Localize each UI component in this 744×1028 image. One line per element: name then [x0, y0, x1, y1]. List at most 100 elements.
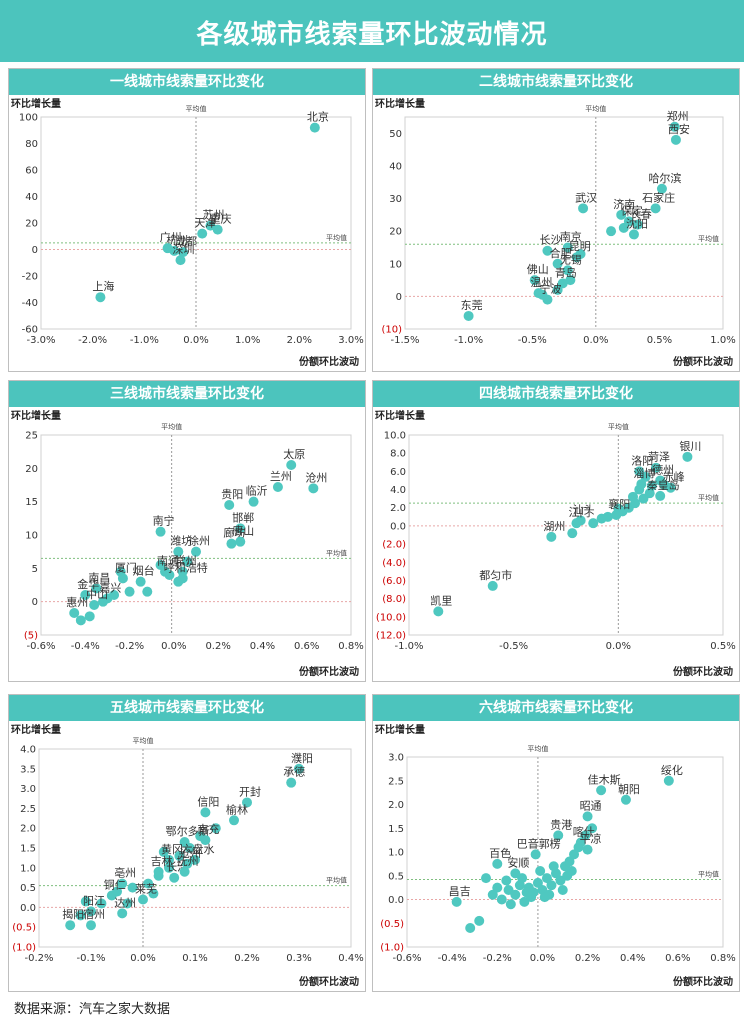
y-tick-label: 0	[32, 245, 38, 256]
avg-label-horizontal: 平均值	[326, 876, 347, 885]
plot-area	[406, 756, 724, 948]
x-axis-title: 份额环比波动	[673, 975, 733, 988]
data-point	[210, 823, 221, 834]
x-tick-label: -0.6%	[26, 641, 55, 652]
data-label: 湖州	[543, 520, 565, 533]
data-point	[588, 518, 599, 529]
x-tick-label: -0.2%	[115, 641, 144, 652]
data-point	[175, 255, 186, 266]
avg-label-horizontal: 平均值	[698, 870, 719, 879]
data-label: 绥化	[661, 763, 683, 777]
x-tick-label: 0.1%	[182, 953, 207, 964]
data-point	[242, 797, 252, 808]
x-tick-label: -0.2%	[24, 953, 53, 964]
y-tick-label: (10)	[381, 325, 402, 336]
data-label: 长沙	[539, 234, 561, 247]
y-tick-label: 1.0	[388, 848, 404, 859]
y-tick-label: 30	[389, 194, 402, 205]
data-point	[521, 887, 532, 898]
chart-tier1: -60 -40 -20 0 20 40 60 80 100 -3.0% -2.0% -1.0% 0.0%…	[11, 97, 364, 368]
data-point	[682, 451, 693, 462]
data-label: 汕头	[573, 503, 595, 516]
data-point	[552, 258, 563, 269]
data-point	[102, 593, 113, 604]
data-label: 潍坊	[170, 534, 192, 548]
y-axis-title: 环比增长量	[375, 409, 425, 422]
y-tick-label: 2.0	[390, 503, 406, 514]
x-tick-label: 0.8%	[710, 953, 735, 964]
panel-title: 一线城市线索量环比变化	[9, 69, 365, 95]
data-point	[135, 576, 146, 587]
data-point	[169, 872, 180, 883]
data-point	[75, 910, 86, 921]
data-label: 重庆	[210, 212, 232, 226]
y-tick-label: (4.0)	[382, 558, 406, 569]
x-tick-label: -0.5%	[499, 641, 528, 652]
x-tick-label: -0.2%	[483, 953, 512, 964]
data-label: 温州	[531, 276, 553, 289]
data-point	[160, 566, 170, 577]
data-label: 临沂	[246, 484, 268, 498]
data-point	[530, 849, 541, 860]
x-axis-title: 份额环比波动	[673, 665, 733, 678]
y-tick-label: (0.5)	[12, 923, 36, 934]
data-point	[162, 243, 173, 254]
data-point	[308, 483, 319, 494]
data-label: 都匀市	[479, 568, 512, 582]
data-point	[565, 275, 576, 286]
panel-title: 五线城市线索量环比变化	[9, 695, 365, 721]
data-label: 信阳	[197, 795, 219, 808]
data-label: 平凉	[580, 832, 602, 846]
y-tick-label: 1.0	[20, 863, 36, 874]
data-point	[474, 915, 485, 926]
data-point	[117, 908, 128, 919]
data-point	[655, 490, 666, 501]
panel-tier2: 二线城市线索量环比变化 (10) 0 10 20 30 40 50 -1.5% -1.0% -0.…	[372, 68, 740, 372]
data-label: 呼和浩特	[164, 560, 208, 574]
data-label: 佳木斯	[588, 772, 621, 786]
data-label: 鄂尔多斯	[166, 824, 210, 838]
panel-tier4: 四线城市线索量环比变化 (12.0) (10.0) (8.0) (6.0) (4.0)(…	[372, 380, 740, 682]
data-point	[501, 875, 512, 886]
y-tick-label: 10.0	[384, 431, 406, 442]
data-label: 宿州	[83, 907, 105, 921]
x-tick-label: 0.3%	[286, 953, 311, 964]
data-point	[164, 862, 174, 873]
data-point	[548, 861, 559, 872]
x-axis-title: 份额环比波动	[299, 665, 359, 678]
title-banner: 各级城市线索量环比波动情况	[0, 0, 744, 62]
data-label: 沈阳	[626, 216, 648, 230]
data-label: 中山	[86, 588, 108, 601]
x-tick-label: 0.0%	[606, 641, 631, 652]
data-point	[562, 265, 573, 276]
x-tick-label: 0.4%	[338, 953, 363, 964]
data-point	[542, 245, 553, 256]
data-label: 合肥	[550, 246, 572, 260]
y-tick-label: 0	[396, 292, 402, 303]
data-point	[127, 882, 138, 893]
y-tick-label: 0.5	[20, 883, 36, 894]
x-tick-label: 0.0%	[530, 953, 555, 964]
data-label: 银川	[679, 439, 701, 453]
data-label: 长春	[630, 208, 652, 221]
panel-tier5: 五线城市线索量环比变化 (1.0) (0.5) 0.0 0.5 1.0 1.5 2.0 2.5…	[8, 694, 366, 992]
y-tick-label: (1.0)	[12, 943, 36, 954]
y-tick-label: 4.0	[20, 745, 36, 756]
avg-label-horizontal: 平均值	[698, 234, 719, 243]
data-point	[153, 866, 164, 877]
y-tick-label: 50	[389, 129, 402, 140]
y-tick-label: 10	[389, 259, 402, 270]
data-label: 赤峰	[663, 471, 685, 484]
data-point	[646, 480, 657, 491]
x-tick-label: 0.6%	[294, 641, 319, 652]
data-point	[235, 536, 246, 547]
data-point	[182, 556, 193, 567]
data-point	[546, 880, 557, 891]
y-tick-label: 40	[25, 192, 38, 203]
data-label: 金华	[77, 577, 99, 591]
plot-area	[404, 116, 724, 330]
chart-tier4: (12.0) (10.0) (8.0) (6.0) (4.0) (2.0) 0.0 2.0 4.…	[375, 409, 736, 678]
y-tick-label: 1.5	[20, 844, 36, 855]
data-label: 昌吉	[449, 885, 471, 898]
data-label: 上海	[92, 279, 114, 293]
